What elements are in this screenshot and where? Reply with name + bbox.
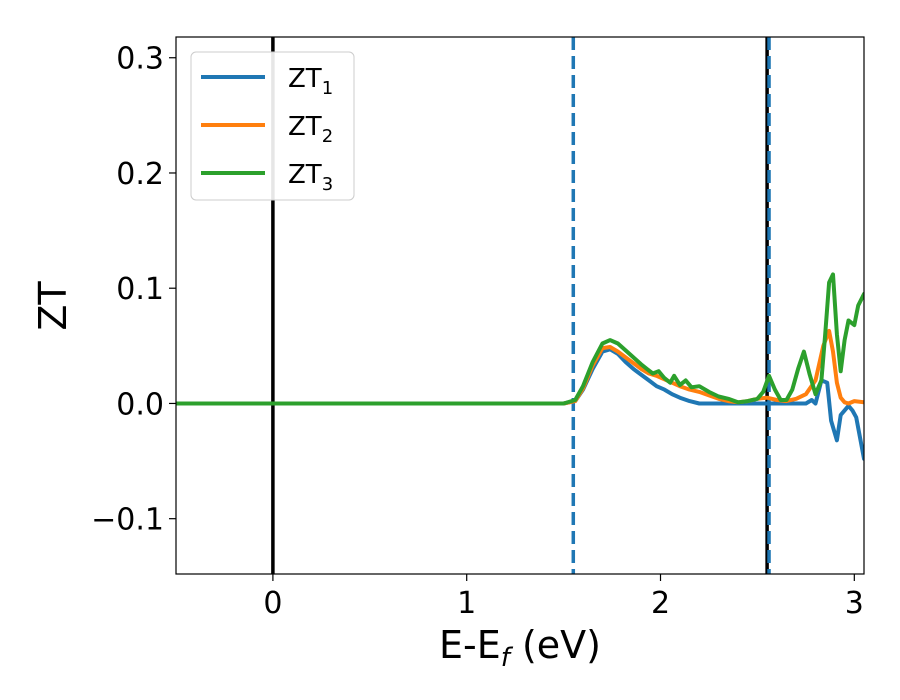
y-axis-ticks: −0.1 0.0 0.1 0.2 0.3 — [91, 42, 176, 538]
x-axis-title: E-Ef (eV) — [439, 623, 601, 673]
y-tick-label: 0.0 — [116, 387, 164, 422]
plot-frame — [175, 36, 865, 575]
legend-label-zt2: ZT2 — [288, 112, 333, 147]
legend-box — [190, 51, 355, 201]
x-axis-ticks: 0 1 2 3 — [263, 574, 864, 621]
y-tick-label: 0.2 — [116, 157, 164, 192]
y-axis-title: ZT — [31, 281, 75, 331]
legend-label-zt3: ZT3 — [288, 160, 333, 195]
legend: ZT1 ZT2 ZT3 — [190, 51, 355, 201]
y-tick-label: 0.3 — [116, 42, 164, 77]
series-line-zt3 — [176, 272, 864, 406]
y-tick-label: −0.1 — [91, 503, 164, 538]
legend-label-zt1: ZT1 — [288, 64, 333, 99]
x-tick-label: 1 — [457, 586, 476, 621]
x-tick-label: 0 — [263, 586, 282, 621]
series-lines — [176, 272, 864, 461]
y-tick-label: 0.1 — [116, 272, 164, 307]
x-tick-label: 2 — [651, 586, 670, 621]
x-tick-label: 3 — [845, 586, 864, 621]
series-line-zt2 — [176, 328, 864, 406]
